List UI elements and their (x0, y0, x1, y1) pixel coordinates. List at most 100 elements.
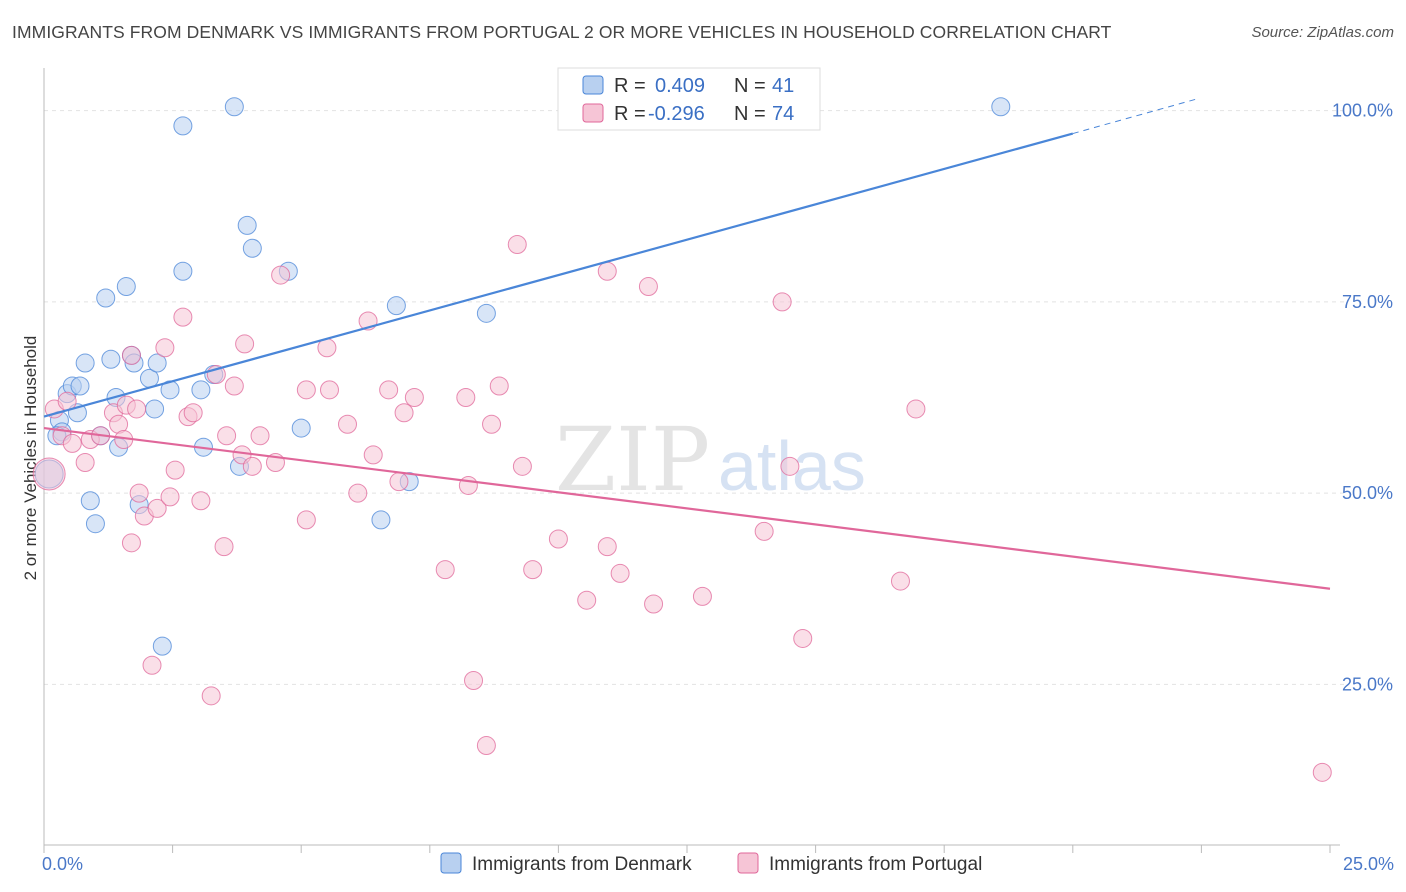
legend-swatch-portugal (582, 103, 604, 123)
point-portugal-59 (548, 529, 568, 549)
point-denmark-35 (371, 510, 391, 530)
bottom-legend-portugal: Immigrants from Portugal (769, 854, 982, 875)
watermark: ZIP atlas (555, 408, 866, 511)
point-denmark-34 (291, 418, 311, 438)
chart-title: IMMIGRANTS FROM DENMARK VS IMMIGRANTS FR… (12, 22, 1112, 42)
point-denmark-9 (85, 514, 105, 534)
point-portugal-5 (75, 453, 95, 472)
point-portugal-54 (482, 414, 502, 434)
point-portugal-36 (271, 265, 291, 285)
point-portugal-63 (610, 563, 630, 583)
point-portugal-51 (458, 475, 478, 495)
legend: R = 0.409 N = 41 R = -0.296 N = 74 (557, 67, 821, 131)
bottom-legend: Immigrants from Denmark Immigrants from … (440, 852, 982, 875)
legend-portugal-n-label: N = (734, 103, 766, 125)
bottom-legend-swatch-portugal (737, 852, 759, 874)
point-portugal-12 (121, 345, 141, 365)
point-portugal-17 (142, 655, 162, 675)
point-portugal-66 (692, 586, 712, 606)
point-denmark-15 (116, 277, 136, 297)
point-denmark-20 (145, 399, 165, 419)
point-denmark-31 (237, 215, 257, 235)
axes (43, 68, 1340, 846)
legend-portugal-r-value: -0.296 (648, 103, 705, 125)
point-portugal-65 (644, 594, 664, 614)
x-tick-labels: 0.0% 25.0% (42, 854, 1394, 874)
point-portugal-62 (597, 537, 617, 557)
y-tick-labels: 100.0% 75.0% 50.0% 25.0% (1332, 101, 1393, 695)
trend-line-portugal (43, 426, 1331, 590)
point-portugal-37 (296, 510, 316, 530)
y-tick-label-3: 25.0% (1342, 674, 1393, 694)
legend-denmark-r-value: 0.409 (655, 75, 705, 97)
point-portugal-71 (890, 571, 910, 591)
point-portugal-52 (464, 671, 484, 691)
point-portugal-44 (363, 445, 383, 465)
y-axis-label: 2 or more Vehicles in Household (21, 336, 40, 581)
point-portugal-29 (217, 426, 237, 446)
point-portugal-55 (489, 376, 509, 396)
point-portugal-15 (129, 483, 149, 503)
point-portugal-19 (155, 338, 175, 358)
point-portugal-72 (906, 399, 926, 419)
point-denmark-12 (101, 349, 121, 369)
y-tick-label-1: 75.0% (1342, 292, 1393, 312)
trend-line-denmark-extension (1072, 98, 1197, 135)
legend-portugal-r-label: R = (614, 103, 646, 125)
legend-denmark-n-label: N = (734, 75, 766, 97)
legend-denmark-n-value: 41 (772, 75, 794, 97)
bottom-legend-swatch-denmark (440, 852, 462, 874)
point-portugal-64 (638, 277, 658, 297)
point-portugal-22 (173, 307, 193, 327)
point-denmark-25 (173, 116, 193, 136)
point-portugal-24 (183, 403, 203, 423)
bottom-legend-denmark: Immigrants from Denmark (472, 854, 692, 875)
point-portugal-48 (404, 387, 424, 407)
point-denmark-36 (386, 296, 406, 316)
point-portugal-49 (435, 560, 455, 580)
point-portugal-40 (319, 380, 339, 400)
legend-swatch-denmark (582, 75, 604, 95)
point-portugal-67 (754, 521, 774, 541)
x-tick-label-1: 25.0% (1343, 854, 1394, 874)
point-portugal-73 (1312, 762, 1332, 782)
point-portugal-56 (507, 234, 527, 254)
x-tick-marks (43, 845, 1331, 853)
point-portugal-32 (235, 334, 255, 354)
point-portugal-4 (62, 433, 82, 453)
point-portugal-60 (577, 590, 597, 610)
trend-line-denmark (43, 132, 1074, 418)
point-denmark-5 (70, 376, 90, 396)
point-portugal-14 (127, 399, 147, 419)
legend-portugal-n-value: 74 (772, 103, 794, 125)
point-denmark-29 (224, 97, 244, 117)
point-portugal-34 (250, 426, 270, 446)
point-portugal-20 (160, 487, 180, 507)
source-label: Source: ZipAtlas.com (1251, 24, 1394, 41)
point-portugal-38 (296, 380, 316, 400)
point-denmark-8 (80, 491, 100, 511)
point-portugal-46 (389, 472, 409, 492)
point-portugal-18 (147, 498, 167, 518)
point-portugal-30 (224, 376, 244, 396)
point-portugal-13 (121, 533, 141, 553)
point-portugal-69 (780, 456, 800, 476)
point-portugal-53 (476, 736, 496, 756)
point-portugal-61 (597, 261, 617, 281)
point-portugal-70 (793, 628, 813, 648)
point-portugal-45 (379, 380, 399, 400)
point-denmark-39 (991, 97, 1011, 117)
point-denmark-24 (173, 261, 193, 281)
point-portugal-57 (512, 456, 532, 476)
point-portugal-21 (165, 460, 185, 480)
point-portugal-47 (394, 403, 414, 423)
y-tick-label-2: 50.0% (1342, 483, 1393, 503)
point-denmark-26 (191, 380, 211, 400)
point-denmark-21 (147, 353, 167, 373)
series-portugal-points (32, 234, 1332, 782)
point-denmark-38 (476, 303, 496, 323)
x-tick-label-0: 0.0% (42, 854, 83, 874)
point-portugal-0 (32, 457, 66, 491)
point-denmark-22 (152, 636, 172, 656)
